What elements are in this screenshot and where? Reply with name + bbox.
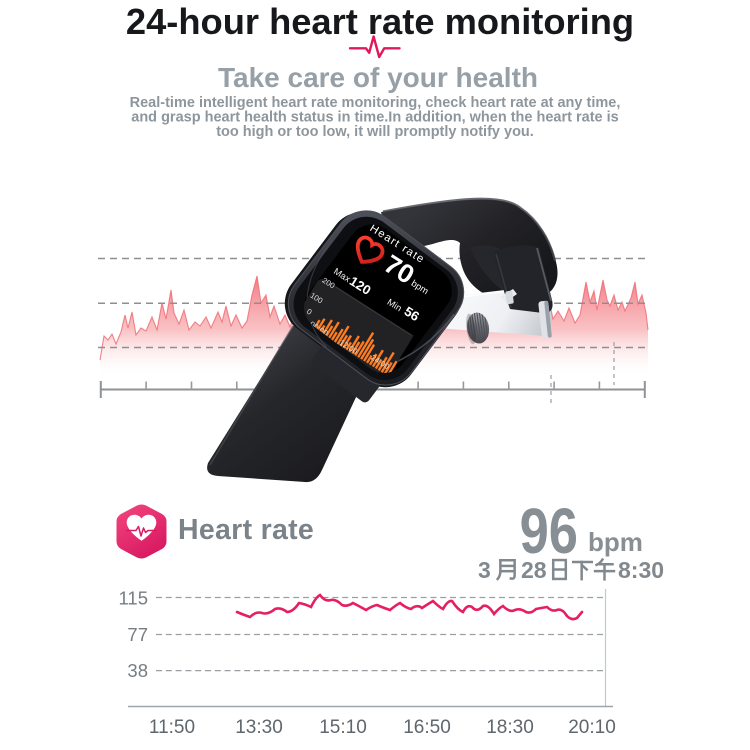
- svg-text:3: 3: [478, 557, 491, 583]
- svg-text:115: 115: [119, 588, 149, 609]
- svg-text:Real-time intelligent heart ra: Real-time intelligent heart rate monitor…: [130, 95, 621, 111]
- svg-text:24-hour heart rate monitoring: 24-hour heart rate monitoring: [126, 1, 634, 42]
- svg-text:Take care of your health: Take care of your health: [218, 62, 538, 93]
- svg-text:96: 96: [520, 496, 578, 567]
- svg-text:11:50: 11:50: [149, 717, 195, 738]
- svg-text:Heart rate: Heart rate: [178, 514, 314, 546]
- svg-text:56: 56: [402, 304, 422, 325]
- svg-text:18:30: 18:30: [486, 717, 534, 738]
- svg-text:20:10: 20:10: [568, 717, 616, 738]
- svg-text:77: 77: [127, 624, 148, 645]
- svg-text:0: 0: [305, 307, 314, 317]
- svg-text:and grasp heart health status: and grasp heart health status in time.In…: [131, 110, 618, 126]
- svg-text:16:50: 16:50: [403, 717, 451, 738]
- svg-text:bpm: bpm: [588, 527, 643, 557]
- svg-text:28: 28: [521, 557, 547, 583]
- svg-text:13:30: 13:30: [235, 717, 283, 738]
- svg-text:8:30: 8:30: [618, 557, 664, 583]
- svg-text:38: 38: [127, 660, 148, 681]
- svg-text:15:10: 15:10: [319, 717, 367, 738]
- svg-text:too high or too low, it will p: too high or too low, it will promptly no…: [216, 124, 534, 140]
